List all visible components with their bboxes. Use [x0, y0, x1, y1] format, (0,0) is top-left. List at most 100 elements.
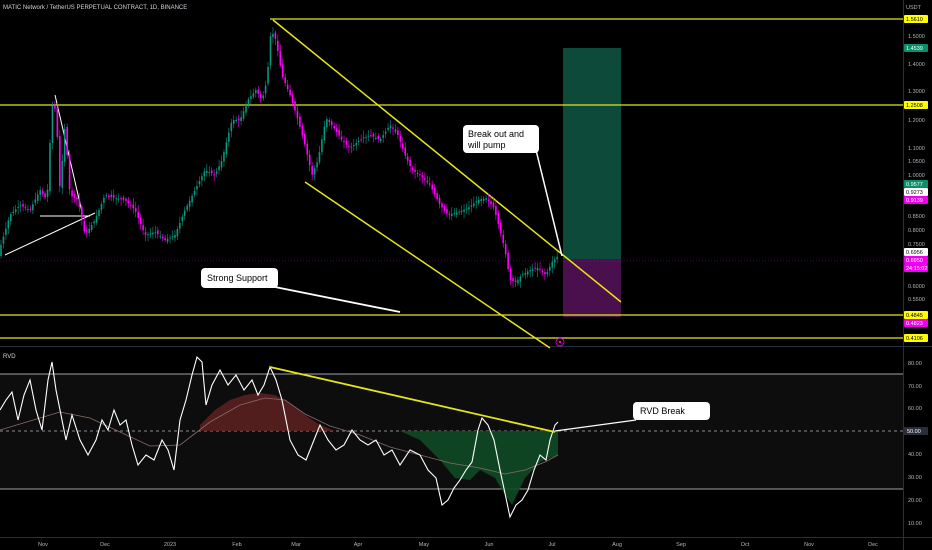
candle [144, 227, 147, 241]
candle [419, 169, 421, 182]
time-tick-label: Oct [741, 542, 750, 548]
candle [443, 203, 446, 214]
candle [49, 139, 51, 196]
descending-channel[interactable] [272, 19, 622, 349]
price-badge: 0.6956 [904, 248, 928, 256]
price-badge: 0.4823 [904, 319, 928, 327]
candle [39, 186, 41, 201]
candle [27, 204, 29, 213]
support-callout[interactable]: Strong Support [201, 268, 401, 313]
candle [5, 222, 7, 240]
candle [507, 250, 509, 272]
candle [267, 61, 269, 87]
channel-upper-line [272, 19, 622, 303]
time-tick-label: Jun [485, 542, 494, 548]
candle [512, 275, 514, 288]
candle [416, 169, 419, 178]
candle [255, 87, 257, 98]
candle [372, 131, 375, 143]
price-tick-label: 0.6000 [908, 284, 925, 290]
alert-marker-icon[interactable] [555, 337, 565, 347]
candle [465, 203, 468, 214]
candle [541, 268, 544, 276]
candle [492, 196, 495, 211]
candle [529, 265, 531, 278]
breakout-callout[interactable]: Break out and will pump [463, 125, 563, 257]
svg-text:0.4845: 0.4845 [906, 313, 923, 319]
candle [453, 207, 456, 217]
svg-text:0.4106: 0.4106 [906, 336, 923, 342]
candle [428, 176, 431, 188]
candle [215, 167, 218, 178]
candle [188, 196, 191, 212]
candle [137, 204, 139, 225]
currency-label: USDT [906, 5, 922, 11]
candle [495, 199, 497, 221]
candle [490, 196, 492, 210]
candle [24, 203, 27, 211]
price-axis[interactable]: USDT 1.5000 1.4000 1.3000 1.2000 1.1000 1.0500… [904, 5, 928, 342]
candle [318, 145, 321, 165]
candle [509, 265, 512, 286]
candle [291, 91, 294, 107]
candle [73, 190, 76, 203]
rvd-break-callout[interactable]: RVD Break [554, 402, 710, 432]
candle [468, 200, 470, 216]
chart-title: MATIC Network / TetherUS PERPETUAL CONTR… [3, 5, 187, 11]
candle [480, 195, 482, 207]
candle [2, 232, 5, 249]
svg-text:0.4823: 0.4823 [906, 321, 923, 327]
long-position-profit-zone[interactable] [563, 48, 621, 259]
candle [7, 217, 10, 235]
rvd-axis[interactable]: 80.00 70.00 60.00 50.00 40.00 30.00 20.00 10.00… [904, 361, 928, 527]
candle [98, 207, 100, 220]
candle [152, 226, 154, 239]
candle [455, 207, 458, 219]
rvd-break-label: RVD Break [640, 406, 685, 416]
svg-text:0.9577: 0.9577 [906, 182, 923, 188]
candle [360, 134, 362, 143]
time-tick-label: Sep [676, 542, 686, 548]
price-badge: 0.9139 [904, 196, 928, 204]
horizontal-levels[interactable] [0, 18, 903, 339]
price-tick-label: 1.3000 [908, 89, 925, 95]
time-axis[interactable]: Nov Dec 2023 Feb Mar Apr May Jun Jul Aug Sep Oct Nov… [38, 542, 878, 548]
price-tick-label: 1.2000 [908, 118, 925, 124]
svg-text:24:15:02: 24:15:02 [906, 266, 927, 272]
rvd-bearish-fill [200, 393, 335, 431]
candle [93, 219, 95, 229]
candle [394, 123, 397, 134]
candle [208, 166, 211, 177]
long-position-loss-zone[interactable] [563, 259, 621, 317]
candle [539, 262, 541, 273]
candle [514, 276, 517, 288]
candle [193, 186, 196, 197]
rvd-tick-label: 20.00 [908, 498, 922, 504]
candle [235, 116, 237, 123]
candle [122, 195, 125, 203]
candle [41, 188, 44, 197]
rvd-trendline[interactable] [269, 366, 556, 433]
price-tick-label: 1.0000 [908, 173, 925, 179]
time-tick-label: May [419, 542, 430, 548]
candle [66, 123, 68, 159]
candle [85, 224, 88, 238]
candle [250, 89, 252, 105]
candle [108, 193, 110, 201]
time-tick-label: Feb [232, 542, 241, 548]
candle [117, 193, 120, 203]
candle [169, 234, 171, 244]
candle [392, 123, 394, 136]
candle [286, 79, 289, 92]
candle [308, 149, 311, 172]
rvd-tick-label: 10.00 [908, 521, 922, 527]
price-candles [0, 27, 558, 288]
svg-text:0.9139: 0.9139 [906, 198, 923, 204]
candle [382, 130, 384, 143]
candle [269, 32, 272, 70]
candle [426, 175, 429, 185]
candle [522, 270, 524, 278]
support-label: Strong Support [207, 273, 268, 283]
candle [12, 206, 15, 216]
